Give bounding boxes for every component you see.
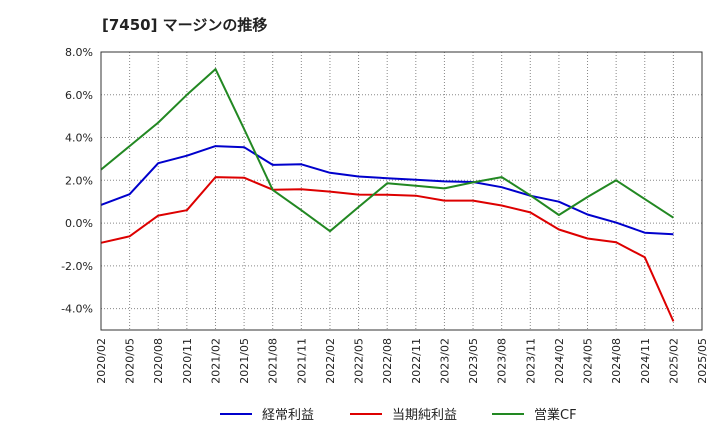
x-tick-label: 2021/08 xyxy=(267,338,280,384)
y-tick-label: 2.0% xyxy=(65,174,93,187)
chart-title: [7450] マージンの推移 xyxy=(102,16,268,34)
x-tick-label: 2025/05 xyxy=(696,338,709,384)
legend-label: 当期純利益 xyxy=(392,408,457,423)
y-axis-tick-labels: -4.0% -2.0% 0.0% 2.0% 4.0% 6.0% 8.0% xyxy=(61,46,93,316)
series-line-2 xyxy=(100,176,675,322)
x-tick-label: 2022/11 xyxy=(410,338,423,384)
x-tick-label: 2022/02 xyxy=(324,338,337,384)
x-tick-label: 2024/05 xyxy=(582,338,595,384)
grid-lines xyxy=(100,51,703,330)
y-tick-label: 8.0% xyxy=(65,46,93,59)
x-tick-label: 2021/11 xyxy=(295,338,308,384)
plot-frame xyxy=(100,51,703,331)
x-tick-label: 2020/11 xyxy=(181,338,194,384)
y-tick-label: 6.0% xyxy=(65,89,93,102)
x-tick-label: 2024/08 xyxy=(610,338,623,384)
x-axis-tick-labels: 2020/02 2020/05 2020/08 2020/11 2021/02 2021/… xyxy=(95,338,709,384)
series-lines xyxy=(100,68,675,322)
x-tick-label: 2023/02 xyxy=(438,338,451,384)
series-line-3 xyxy=(100,68,674,233)
legend-label: 営業CF xyxy=(534,407,577,423)
y-tick-label: -2.0% xyxy=(61,260,93,273)
y-tick-label: 4.0% xyxy=(65,132,93,145)
x-tick-label: 2022/05 xyxy=(353,338,366,384)
x-tick-label: 2023/11 xyxy=(524,338,537,384)
x-tick-label: 2021/02 xyxy=(209,338,222,384)
legend-label: 経常利益 xyxy=(262,408,314,423)
x-tick-label: 2022/08 xyxy=(381,338,394,384)
x-tick-label: 2023/05 xyxy=(467,338,480,384)
y-tick-label: 0.0% xyxy=(65,217,93,230)
x-tick-label: 2024/02 xyxy=(553,338,566,384)
y-tick-label: -4.0% xyxy=(61,303,93,316)
x-tick-label: 2021/05 xyxy=(238,338,251,384)
x-tick-label: 2020/08 xyxy=(152,338,165,384)
x-tick-label: 2020/02 xyxy=(95,338,108,384)
series-line-1 xyxy=(100,145,674,236)
x-tick-label: 2024/11 xyxy=(639,338,652,384)
legend: 経常利益 当期純利益 営業CF xyxy=(220,407,577,423)
x-tick-label: 2023/08 xyxy=(496,338,509,384)
x-tick-label: 2025/02 xyxy=(667,338,680,384)
axes xyxy=(100,51,703,331)
x-tick-label: 2020/05 xyxy=(124,338,137,384)
